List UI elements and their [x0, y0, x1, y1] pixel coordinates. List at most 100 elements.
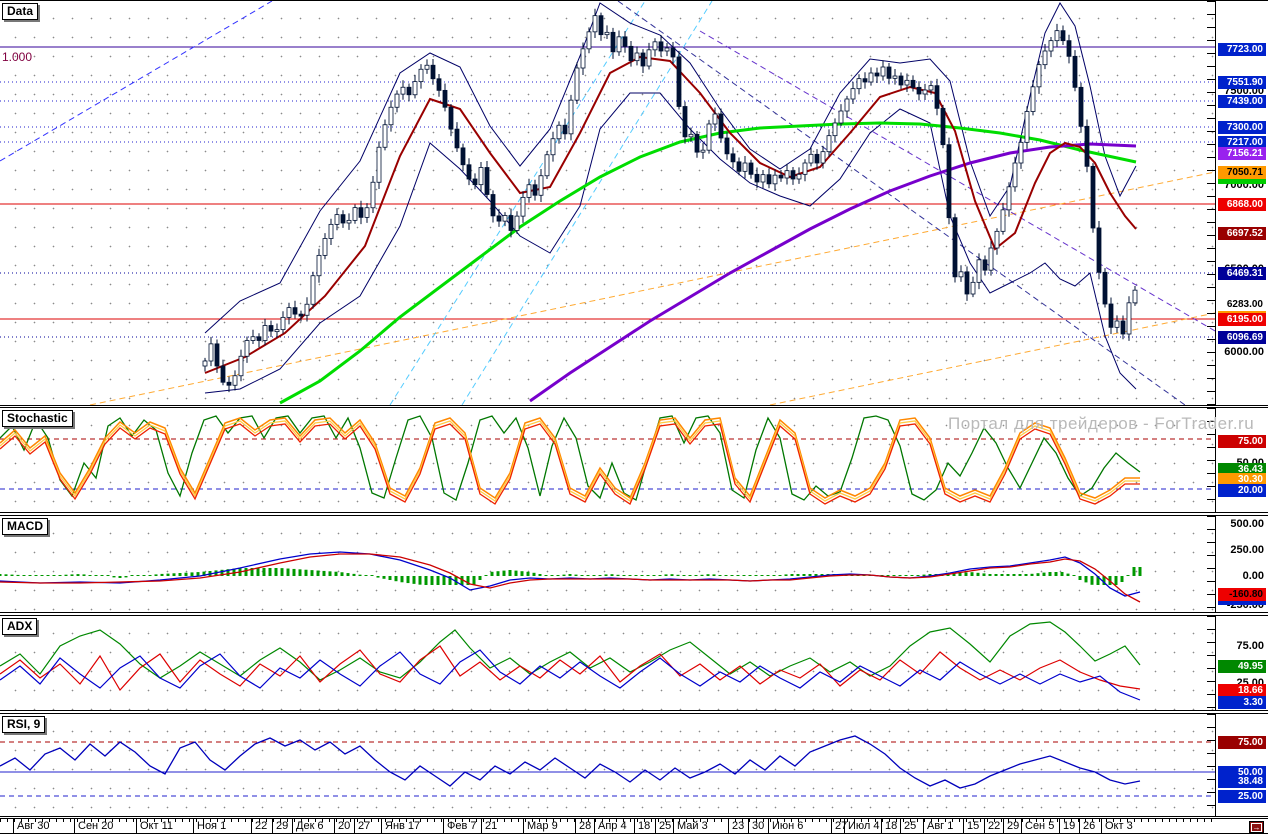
time-label: 27 — [358, 820, 371, 832]
axis-ticks — [1207, 408, 1215, 512]
axis-label: 250.00 — [1230, 544, 1264, 556]
time-tick — [13, 819, 14, 833]
time-tick — [575, 819, 576, 833]
time-tick — [381, 819, 382, 833]
price-axis: 75.00 25.00 49.95 18.66 3.30 — [1216, 616, 1268, 710]
time-tick — [984, 819, 985, 833]
price-badge: 6868.00 — [1218, 198, 1266, 211]
price-badge: 6195.00 — [1218, 313, 1266, 326]
Stochastic-plot[interactable] — [0, 408, 1215, 512]
time-tick — [634, 819, 635, 833]
time-label: Июл 4 — [848, 820, 880, 832]
Data-plot[interactable] — [0, 1, 1215, 405]
watermark: Портал для трейдеров - ForTrader.ru — [948, 414, 1255, 433]
time-label: 23 — [732, 820, 745, 832]
time-tick — [831, 819, 832, 833]
time-label: 20 — [338, 820, 351, 832]
time-tick — [481, 819, 482, 833]
time-tick — [844, 819, 845, 833]
rsi-panel: RSI, 9 75.00 50.00 38.48 25.00 — [0, 713, 1268, 817]
axis-ticks — [1207, 1, 1215, 405]
price-badge: 38.48 — [1218, 775, 1266, 788]
tab-data[interactable]: Data — [2, 3, 39, 20]
price-badge: 7050.71 — [1218, 166, 1266, 179]
time-label: 22 — [255, 820, 268, 832]
price-badge: 75.00 — [1218, 736, 1266, 749]
tab-adx[interactable]: ADX — [2, 618, 38, 635]
ADX-plot[interactable] — [0, 616, 1215, 710]
time-tick — [748, 819, 749, 833]
time-label: 28 — [579, 820, 592, 832]
axis-line — [1215, 1, 1216, 405]
time-tick — [1059, 819, 1060, 833]
time-tick — [1003, 819, 1004, 833]
time-label: Апр 4 — [598, 820, 627, 832]
RSI, 9-plot[interactable] — [0, 714, 1215, 816]
price-badge: -160.80 — [1218, 588, 1266, 601]
price-badge: 7217.00 — [1218, 136, 1266, 149]
time-label: Сен 20 — [78, 820, 114, 832]
price-badge: 75.00 — [1218, 435, 1266, 448]
axis-label: 75.00 — [1236, 640, 1264, 652]
price-axis: 7500.007000.006500.006000.007723.007551.… — [1216, 1, 1268, 405]
price-axis: 500.00 250.00 0.00 -250.00 -160.80 — [1216, 516, 1268, 612]
time-label: 18 — [638, 820, 651, 832]
axis-ticks — [1207, 616, 1215, 710]
price-badge — [1218, 178, 1266, 184]
axis-line — [1215, 408, 1216, 512]
time-label: Окт 11 — [140, 820, 174, 832]
grid-dots — [0, 616, 1215, 710]
price-badge: 6469.31 — [1218, 267, 1266, 280]
fib-level-label: 1.000 — [2, 50, 33, 64]
price-badge: 7723.00 — [1218, 43, 1266, 56]
axis-label: 0.00 — [1242, 570, 1264, 582]
grid-dots — [0, 516, 1215, 612]
time-label: Июн 6 — [772, 820, 804, 832]
scroll-right-button[interactable]: → — [1249, 821, 1264, 833]
time-tick — [251, 819, 252, 833]
grid-dots — [0, 714, 1215, 816]
price-badge: 7300.00 — [1218, 121, 1266, 134]
time-axis: → Авг 30 Сен 20 Окт 11 Ноя 1 22 29 Дек 6 20 27 Ян… — [0, 818, 1268, 834]
axis-ticks — [1207, 516, 1215, 612]
price-badge: 7156.21 — [1218, 147, 1266, 160]
price-badge: 6697.52 — [1218, 227, 1266, 240]
price-panel: Data 1.000 7500.007000.006500.006000.007… — [0, 0, 1268, 406]
price-badge: 7439.00 — [1218, 95, 1266, 108]
MACD-plot[interactable] — [0, 516, 1215, 612]
tab-stochastic[interactable]: Stochastic — [2, 410, 73, 427]
time-tick — [136, 819, 137, 833]
tab-macd[interactable]: MACD — [2, 518, 48, 535]
time-label: 25 — [904, 820, 917, 832]
time-tick — [354, 819, 355, 833]
price-badge: 18.66 — [1218, 684, 1266, 697]
axis-line — [1215, 516, 1216, 612]
price-badge: 25.00 — [1218, 790, 1266, 803]
axis-label: 6000.00 — [1224, 346, 1264, 358]
time-tick — [963, 819, 964, 833]
time-tick — [1079, 819, 1080, 833]
time-tick — [881, 819, 882, 833]
time-tick — [443, 819, 444, 833]
time-label: 27 — [835, 820, 848, 832]
time-tick — [768, 819, 769, 833]
time-tick — [523, 819, 524, 833]
stochastic-panel: Stochastic Портал для трейдеров - ForTra… — [0, 407, 1268, 513]
tab-rsi[interactable]: RSI, 9 — [2, 716, 46, 733]
time-label: Авг 30 — [17, 820, 50, 832]
time-tick — [1021, 819, 1022, 833]
price-badge: 30.30 — [1218, 473, 1266, 486]
time-label: 25 — [659, 820, 672, 832]
time-label: 22 — [988, 820, 1001, 832]
time-label: 18 — [885, 820, 898, 832]
time-tick — [728, 819, 729, 833]
time-label: 19 — [1063, 820, 1076, 832]
time-tick — [292, 819, 293, 833]
price-badge: 20.00 — [1218, 484, 1266, 497]
time-tick — [900, 819, 901, 833]
time-label: 26 — [1083, 820, 1096, 832]
time-label: 15 — [967, 820, 980, 832]
time-tick — [193, 819, 194, 833]
